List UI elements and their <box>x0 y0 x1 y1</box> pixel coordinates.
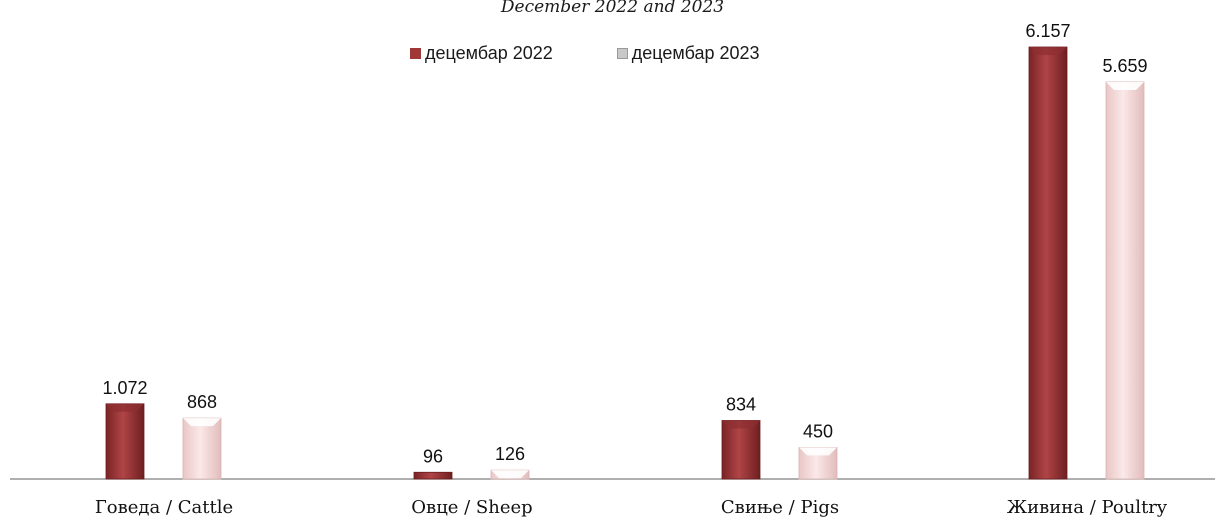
value-label-2023-1: 126 <box>495 444 525 464</box>
bar-2023-0 <box>182 417 222 480</box>
value-label-2022-1: 96 <box>423 446 443 466</box>
bar-bevel-2023-3 <box>1106 81 1144 90</box>
category-label-3: Живина / Poultry <box>1007 497 1168 518</box>
bars-group <box>105 46 1145 480</box>
legend-swatch-2022 <box>410 48 421 59</box>
value-label-2022-2: 834 <box>726 394 756 414</box>
legend-item-2023: децембар 2023 <box>616 43 760 64</box>
value-label-2023-2: 450 <box>803 421 833 441</box>
bar-2022-3 <box>1028 46 1068 480</box>
bar-2022-0 <box>105 403 145 480</box>
category-label-0: Говеда / Cattle <box>95 497 233 518</box>
bar-bevel-2022-3 <box>1029 47 1067 55</box>
legend-item-2022: децембар 2022 <box>410 43 553 64</box>
bar-bevel-2023-1 <box>491 470 529 479</box>
bar-bevel-2022-0 <box>106 403 144 412</box>
bar-2022-2 <box>721 420 761 480</box>
legend: децембар 2022 децембар 2023 <box>410 43 824 64</box>
labels-group: 1.072 868 Говеда / Cattle 96 126 Овце / Sheep… <box>95 21 1168 518</box>
bar-2022-1 <box>413 471 453 480</box>
value-label-2023-3: 5.659 <box>1102 56 1147 76</box>
legend-label-2022: децембар 2022 <box>425 43 553 63</box>
bar-bevel-2023-2 <box>799 447 837 456</box>
category-label-1: Овце / Sheep <box>411 497 532 518</box>
chart-subtitle: December 2022 and 2023 <box>500 0 725 17</box>
legend-swatch-2023 <box>616 48 628 59</box>
bar-2023-3 <box>1105 81 1145 480</box>
value-label-2023-0: 868 <box>187 392 217 412</box>
bar-bevel-2023-0 <box>183 418 221 427</box>
value-label-2022-3: 6.157 <box>1025 21 1070 41</box>
bar-bevel-2022-2 <box>722 420 760 429</box>
value-label-2022-0: 1.072 <box>102 378 147 398</box>
category-label-2: Свиње / Pigs <box>721 497 839 518</box>
legend-label-2023: децембар 2023 <box>631 43 760 63</box>
